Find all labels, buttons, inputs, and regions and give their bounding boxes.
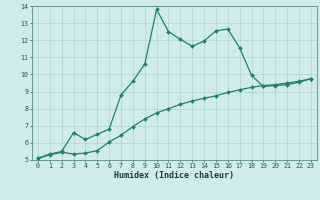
- X-axis label: Humidex (Indice chaleur): Humidex (Indice chaleur): [115, 171, 234, 180]
